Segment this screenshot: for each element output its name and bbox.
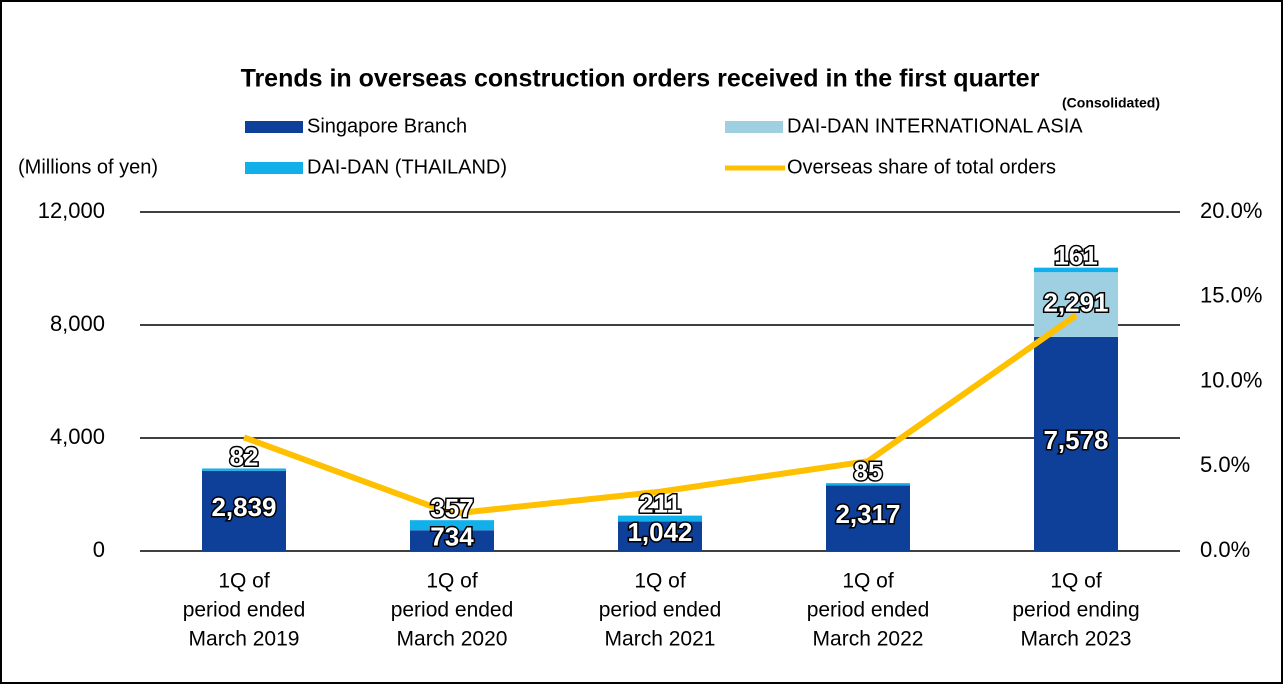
line-series <box>242 312 1078 517</box>
x-tick-label: March 2022 <box>813 628 924 651</box>
data-label: 82 <box>230 441 259 471</box>
data-label: 2,839 <box>211 492 276 522</box>
y2-tick-label: 0.0% <box>1200 537 1250 562</box>
x-tick-label: 1Q of <box>842 570 894 593</box>
data-label: 211 <box>639 488 681 518</box>
legend-swatch <box>245 121 303 133</box>
y-tick-label: 12,000 <box>38 198 105 223</box>
legend-label: Singapore Branch <box>307 115 467 137</box>
chart-title: Trends in overseas construction orders r… <box>241 65 1040 93</box>
y-tick-label: 0 <box>93 537 105 562</box>
data-label: 2,291 <box>1043 287 1108 317</box>
data-label: 357 <box>430 493 473 523</box>
chart-subtitle: (Consolidated) <box>1062 95 1160 111</box>
y2-tick-label: 5.0% <box>1200 452 1250 477</box>
x-tick-label: period ended <box>183 599 306 622</box>
x-tick-label: March 2020 <box>397 628 508 651</box>
bar-segment <box>1034 272 1118 337</box>
x-tick-label: period ending <box>1012 599 1139 622</box>
bar-segment <box>410 520 494 531</box>
data-label: 2,317 <box>835 499 900 529</box>
bar-segment <box>618 515 702 522</box>
bar-segment <box>826 483 910 486</box>
x-tick-label: period ended <box>391 599 514 622</box>
legend-label: DAI-DAN INTERNATIONAL ASIA <box>787 115 1083 137</box>
x-tick-label: March 2021 <box>605 628 716 651</box>
data-label: 85 <box>854 456 883 486</box>
legend-swatch <box>245 162 303 174</box>
y-axis-label: (Millions of yen) <box>18 156 158 178</box>
y-tick-label: 4,000 <box>50 424 105 449</box>
bar-segment <box>1034 267 1118 273</box>
y2-tick-label: 15.0% <box>1200 283 1262 308</box>
x-tick-label: 1Q of <box>218 570 270 593</box>
bar-segment <box>202 468 286 471</box>
legend-label: DAI-DAN (THAILAND) <box>307 156 507 178</box>
legend-swatch <box>725 121 783 133</box>
x-tick-label: 1Q of <box>426 570 478 593</box>
bar-segment <box>202 470 286 551</box>
x-tick-label: period ended <box>807 599 930 622</box>
legend-label: Overseas share of total orders <box>787 156 1056 178</box>
x-tick-label: 1Q of <box>1050 570 1102 593</box>
data-label: 734 <box>430 522 474 552</box>
bar-segment <box>618 521 702 551</box>
data-label: 7,578 <box>1043 425 1108 455</box>
x-tick-label: March 2019 <box>189 628 300 651</box>
y2-tick-label: 10.0% <box>1200 367 1262 392</box>
data-label: 161 <box>1054 241 1097 271</box>
y2-tick-label: 20.0% <box>1200 198 1262 223</box>
bar-segment <box>826 485 910 551</box>
y-tick-label: 8,000 <box>50 311 105 336</box>
bar-segment <box>410 530 494 551</box>
bar-segment <box>1034 336 1118 551</box>
x-tick-label: March 2023 <box>1021 628 1132 651</box>
data-label: 1,042 <box>627 517 692 547</box>
x-tick-label: 1Q of <box>634 570 686 593</box>
x-tick-label: period ended <box>599 599 722 622</box>
